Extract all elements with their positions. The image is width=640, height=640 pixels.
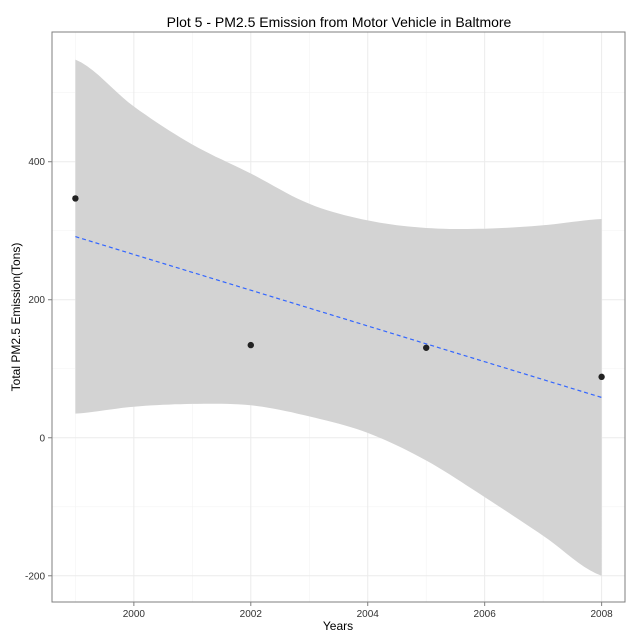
x-tick-label: 2000 xyxy=(123,609,146,620)
y-tick-label: 0 xyxy=(39,433,45,444)
trend-line xyxy=(75,236,602,399)
x-tick-label: 2008 xyxy=(590,609,613,620)
x-tick-label: 2006 xyxy=(474,609,497,620)
data-point xyxy=(247,341,254,349)
x-tick-label: 2004 xyxy=(357,609,380,620)
plot-border xyxy=(51,31,626,603)
y-tick-label: 200 xyxy=(28,295,45,306)
y-axis-label: Total PM2.5 Emission(Tons) xyxy=(9,243,23,392)
data-point xyxy=(423,344,430,351)
chart-title: Plot 5 - PM2.5 Emission from Motor Vehic… xyxy=(167,14,512,30)
data-point xyxy=(72,195,79,202)
plot-area: 2000 2002 2004 2006 2008 -200 0 200 400 xyxy=(25,31,626,620)
data-point xyxy=(598,373,605,381)
y-tick-label: -200 xyxy=(25,571,45,582)
y-tick-label: 400 xyxy=(28,157,45,168)
x-axis-label: Years xyxy=(323,619,353,633)
x-tick-label: 2002 xyxy=(240,609,263,620)
confidence-band xyxy=(75,59,602,576)
